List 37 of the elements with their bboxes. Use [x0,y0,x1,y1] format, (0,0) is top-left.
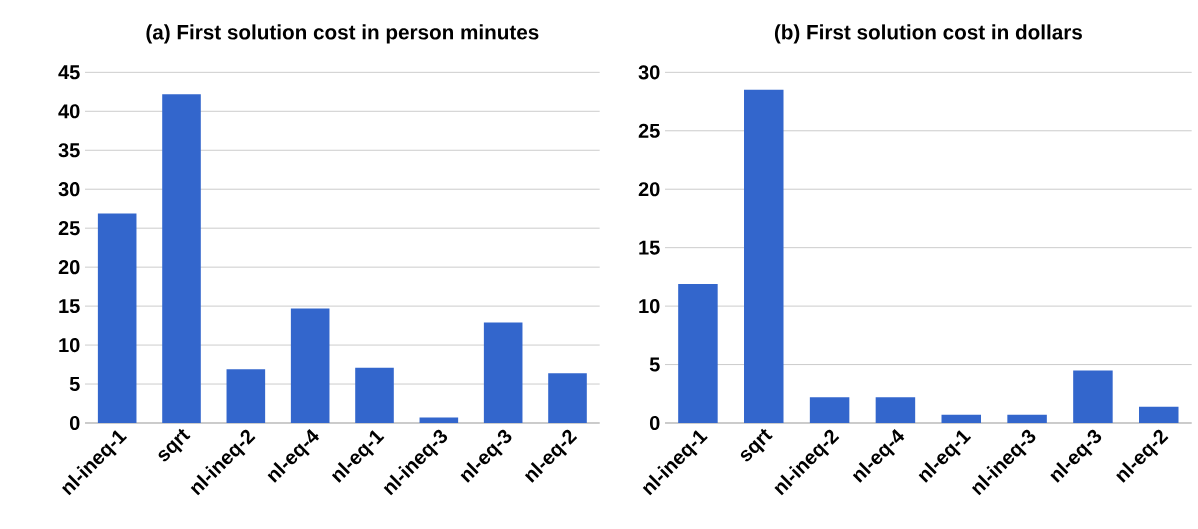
y-tick-label: 0 [649,415,660,431]
bar [548,373,587,423]
y-tick-label: 15 [59,299,80,314]
y-tick-label: 45 [58,65,80,80]
x-tick-label: sqrt [158,428,191,462]
y-tick-label: 0 [69,415,80,431]
chart-title: (a) First solution cost in person minutes [146,24,539,44]
bar [226,369,266,423]
y-tick-label: 5 [69,377,80,392]
chart-title: (b) First solution cost in dollars [774,24,1082,44]
y-tick-label: 10 [639,299,660,314]
bar [1073,370,1113,423]
bar [483,322,523,423]
y-tick-label: 25 [638,123,660,138]
y-tick-label: 15 [639,240,660,255]
bar [1139,406,1179,423]
bar [419,417,459,423]
bar [290,308,330,423]
y-tick-label: 20 [638,182,660,197]
bar [355,367,394,423]
y-tick-label: 25 [58,221,80,236]
y-tick-label: 10 [59,337,80,353]
bar [678,283,718,423]
y-tick-label: 30 [638,65,660,80]
bar [1007,414,1047,423]
y-tick-label: 5 [649,357,660,372]
x-tick-label: sqrt [740,428,773,462]
bar [97,213,137,423]
bar [875,397,916,423]
y-tick-label: 40 [58,104,80,119]
bar [809,397,850,423]
bar [162,94,201,423]
bar [744,89,784,423]
y-tick-label: 35 [58,143,80,158]
y-tick-label: 20 [58,260,80,275]
y-tick-label: 30 [58,182,80,197]
bar [941,414,982,423]
